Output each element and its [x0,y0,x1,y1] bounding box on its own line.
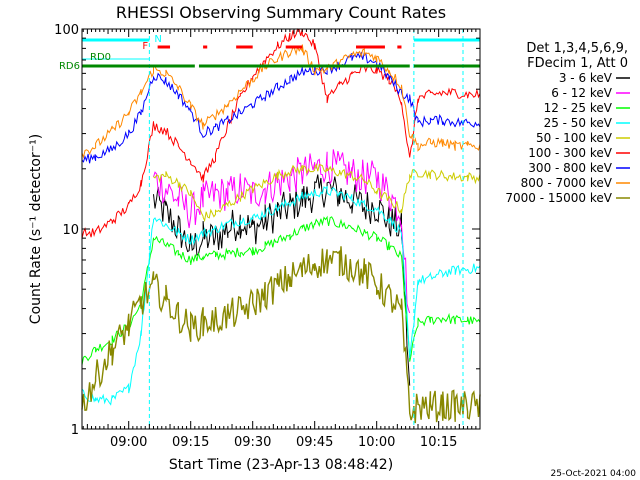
rd6-flag-label: RD6 [59,61,80,72]
x-axis-label: Start Time (23-Apr-13 08:48:42) [169,457,393,473]
legend-entry-label: 50 - 100 keV [536,131,613,145]
series-line [153,174,411,386]
flags-layer: RD0 RD6 NF [59,29,480,429]
x-tick-label: 10:15 [420,435,457,450]
legend-entry-label: 12 - 25 keV [544,101,613,115]
x-tick-label: 10:00 [358,435,395,450]
legend-entry-label: 25 - 50 keV [544,116,613,130]
y-axis: 1 10 100 [54,23,480,438]
series-50-100-kev [153,163,481,223]
series-6-12-kev [153,149,411,314]
legend-entry-label: 100 - 300 keV [528,146,612,160]
legend-entry-label: 6 - 12 keV [551,86,613,100]
x-tick-label: 09:45 [296,435,333,450]
legend-entry-label: 300 - 800 keV [528,161,612,175]
series-line [153,149,411,314]
y-tick-label: 10 [62,223,79,238]
legend-entry-label: 800 - 7000 keV [521,176,613,190]
footer-date: 25-Oct-2021 04:00 [551,469,637,479]
y-tick-label: 1 [71,423,79,438]
legend-entry-label: 3 - 6 keV [559,71,613,85]
x-tick-label: 09:15 [172,435,209,450]
legend-entry-label: 7000 - 15000 keV [505,191,612,205]
night-flag-label: N [154,34,161,45]
plot-area [82,29,480,429]
legend: Det 1,3,4,5,6,9, FDecim 1, Att 0 3 - 6 k… [505,41,630,205]
series-line [153,163,481,223]
series-3-6-kev [153,174,411,386]
rd0-flag-label: RD0 [90,52,111,63]
legend-header-line-2: FDecim 1, Att 0 [527,56,628,71]
legend-header-line-1: Det 1,3,4,5,6,9, [526,41,628,56]
x-tick-label: 09:00 [110,435,147,450]
chart-title: RHESSI Observing Summary Count Rates [116,3,446,22]
flare-flag-label: F [142,41,148,52]
y-axis-label: Count Rate (s⁻¹ detector⁻¹) [28,134,44,324]
x-axis: 09:00 09:15 09:30 09:45 10:00 10:15 [82,29,481,450]
x-tick-label: 09:30 [234,435,271,450]
y-tick-label: 100 [54,23,79,38]
